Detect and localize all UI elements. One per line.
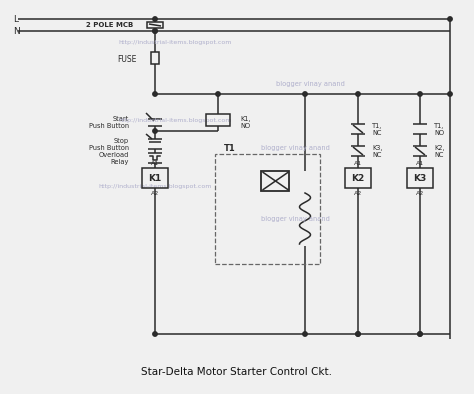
Text: http://industrial-items.blogspot.com: http://industrial-items.blogspot.com [98, 184, 212, 188]
Bar [345, 168, 371, 188]
Bar [151, 52, 159, 64]
Circle shape [153, 17, 157, 21]
Text: K1: K1 [148, 173, 162, 182]
Circle shape [448, 92, 452, 96]
Text: K1,
NO: K1, NO [240, 116, 250, 129]
Text: Star-Delta Motor Starter Control Ckt.: Star-Delta Motor Starter Control Ckt. [142, 367, 332, 377]
Circle shape [153, 92, 157, 96]
Text: Start
Push Button: Start Push Button [89, 116, 129, 129]
Text: blogger vinay anand: blogger vinay anand [275, 81, 345, 87]
Text: http://industrial-items.blogspot.com: http://industrial-items.blogspot.com [118, 39, 232, 45]
Text: Overload
Relay: Overload Relay [99, 152, 129, 165]
Text: FUSE: FUSE [118, 54, 137, 63]
Circle shape [153, 29, 157, 33]
Text: A1: A1 [354, 160, 362, 165]
Circle shape [216, 92, 220, 96]
Text: Stop
Push Button: Stop Push Button [89, 138, 129, 151]
Circle shape [448, 17, 452, 21]
Circle shape [356, 92, 360, 96]
Bar [407, 168, 433, 188]
Bar [147, 22, 163, 28]
Text: A1: A1 [416, 160, 424, 165]
Circle shape [153, 332, 157, 336]
Text: 2 POLE MCB: 2 POLE MCB [86, 22, 133, 28]
Text: A2: A2 [151, 191, 159, 195]
Circle shape [153, 129, 157, 133]
Text: blogger vinay anand: blogger vinay anand [261, 216, 329, 222]
Text: T1: T1 [224, 143, 236, 152]
Circle shape [153, 29, 157, 33]
Bar [262, 171, 290, 191]
Circle shape [418, 332, 422, 336]
Circle shape [303, 332, 307, 336]
Bar [215, 154, 320, 264]
Bar [142, 168, 168, 188]
Circle shape [303, 92, 307, 96]
Text: K3: K3 [413, 173, 427, 182]
Text: K2: K2 [351, 173, 365, 182]
Circle shape [418, 92, 422, 96]
Text: T1,
NO: T1, NO [434, 123, 444, 136]
Text: http://industrial-items.blogspot.com: http://industrial-items.blogspot.com [118, 117, 232, 123]
Text: L: L [13, 15, 18, 24]
Circle shape [356, 332, 360, 336]
Circle shape [356, 332, 360, 336]
Text: A2: A2 [354, 191, 362, 195]
Text: T1,
NC: T1, NC [372, 123, 382, 136]
Text: N: N [13, 26, 20, 35]
Text: K2,
NC: K2, NC [434, 145, 445, 158]
Text: K3,
NC: K3, NC [372, 145, 383, 158]
Text: blogger vinay anand: blogger vinay anand [261, 145, 329, 151]
Bar [206, 114, 230, 126]
Text: A1: A1 [151, 160, 159, 165]
Circle shape [418, 332, 422, 336]
Text: A2: A2 [416, 191, 424, 195]
